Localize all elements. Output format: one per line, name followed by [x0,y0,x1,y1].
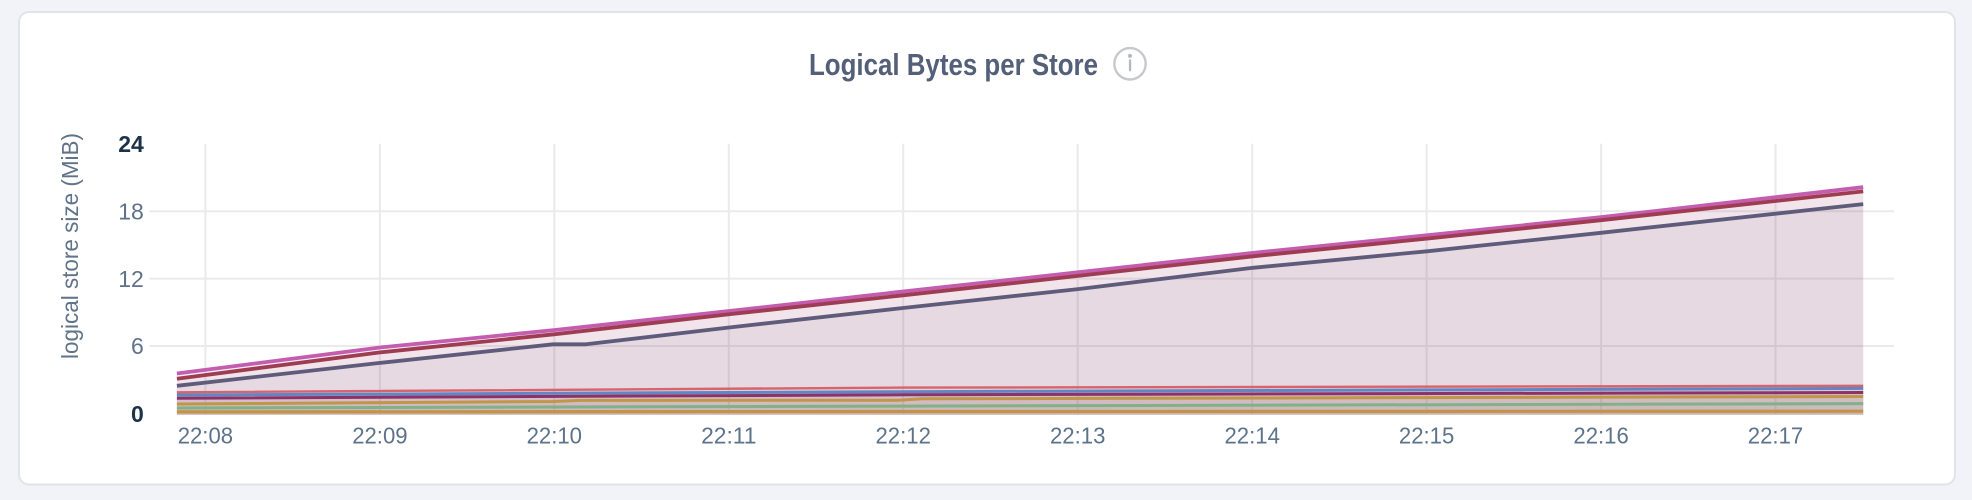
svg-text:0: 0 [131,401,144,427]
svg-text:12: 12 [118,266,144,292]
svg-text:22:08: 22:08 [178,423,233,449]
svg-text:22:14: 22:14 [1225,423,1281,449]
svg-text:24: 24 [118,131,144,157]
svg-text:Logical Bytes per Store: Logical Bytes per Store [809,47,1098,82]
svg-text:logical store size (MiB): logical store size (MiB) [57,133,83,359]
svg-text:22:17: 22:17 [1748,423,1803,449]
svg-text:22:12: 22:12 [876,423,931,449]
svg-text:22:10: 22:10 [527,423,582,449]
svg-text:22:11: 22:11 [701,423,756,449]
svg-text:22:13: 22:13 [1050,423,1105,449]
svg-text:18: 18 [118,198,144,224]
svg-text:22:16: 22:16 [1573,423,1628,449]
svg-text:22:15: 22:15 [1399,423,1454,449]
svg-text:22:09: 22:09 [352,423,407,449]
svg-text:6: 6 [131,333,144,359]
